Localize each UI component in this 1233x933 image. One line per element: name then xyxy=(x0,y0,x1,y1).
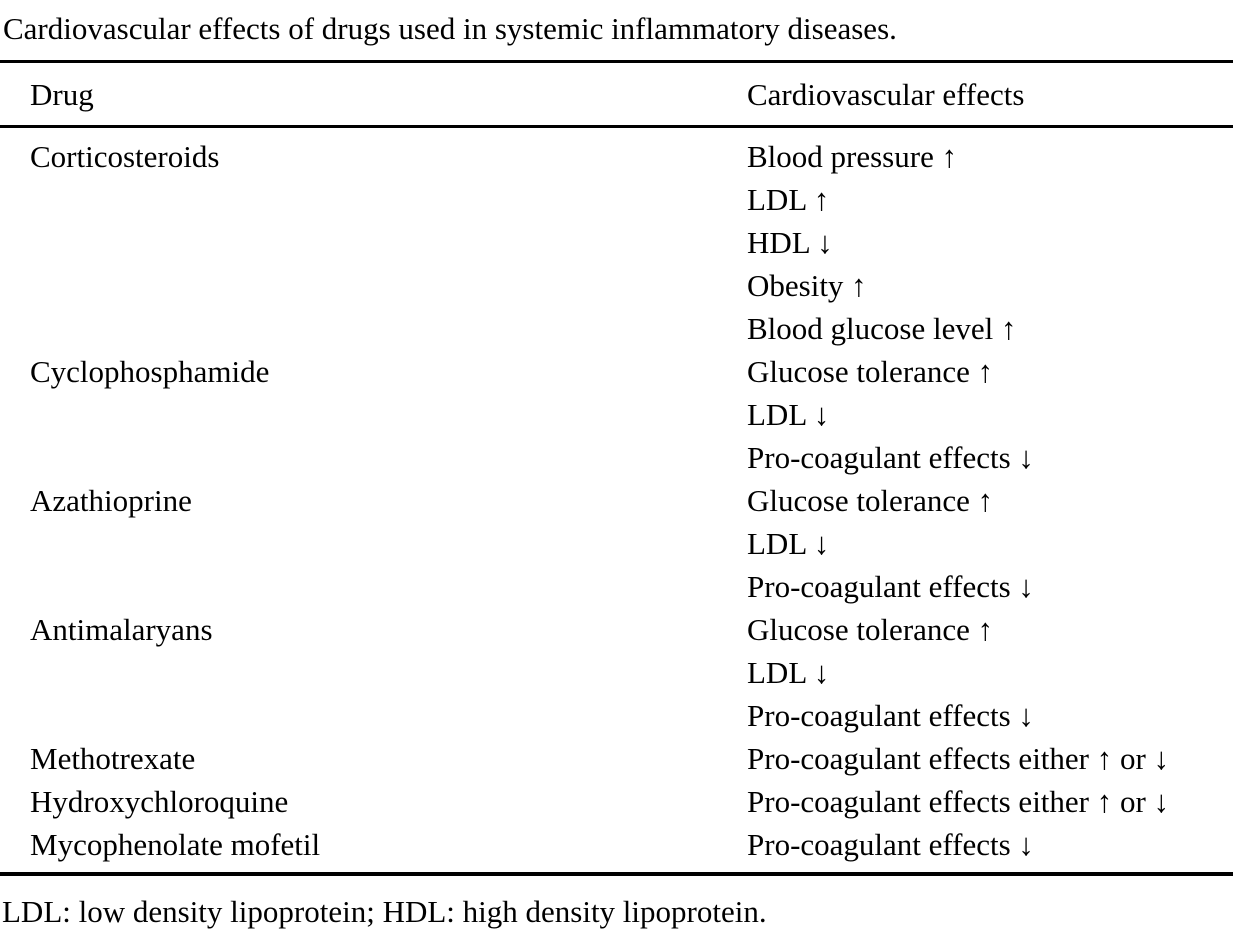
effect-line: LDL ↓ xyxy=(747,655,830,690)
effect-line: Pro-coagulant effects ↓ xyxy=(747,569,1034,604)
table-row: Hydroxychloroquine Pro-coagulant effects… xyxy=(0,780,1233,823)
effects-list: Glucose tolerance ↑ LDL ↓ Pro-coagulant ef… xyxy=(747,608,1233,737)
data-table: Drug Cardiovascular effects Corticostero… xyxy=(0,60,1233,876)
table-header-row: Drug Cardiovascular effects xyxy=(0,63,1233,128)
table-row: Azathioprine Glucose tolerance ↑ LDL ↓ Pro… xyxy=(0,479,1233,608)
effect-line: LDL ↑ xyxy=(747,182,830,217)
table-row: Corticosteroids Blood pressure ↑ LDL ↑ HDL… xyxy=(0,135,1233,350)
effects-list: Pro-coagulant effects either ↑ or ↓ xyxy=(747,737,1233,780)
effect-line: Pro-coagulant effects ↓ xyxy=(747,698,1034,733)
effect-line: HDL ↓ xyxy=(747,225,833,260)
drug-name: Methotrexate xyxy=(30,741,196,776)
column-header-drug: Drug xyxy=(30,77,94,112)
effects-list: Blood pressure ↑ LDL ↑ HDL ↓ Obesity ↑ Blood… xyxy=(747,135,1233,350)
effect-line: LDL ↓ xyxy=(747,397,830,432)
drug-name: Cyclophosphamide xyxy=(30,354,270,389)
drug-name: Mycophenolate mofetil xyxy=(30,827,321,862)
effect-line: Pro-coagulant effects either ↑ or ↓ xyxy=(747,784,1170,819)
effect-line: LDL ↓ xyxy=(747,526,830,561)
effect-line: Glucose tolerance ↑ xyxy=(747,612,994,647)
table-caption: Cardiovascular effects of drugs used in … xyxy=(3,11,897,46)
column-header-cardiovascular-effects: Cardiovascular effects xyxy=(747,77,1025,112)
effects-list: Pro-coagulant effects ↓ xyxy=(747,823,1233,866)
effect-line: Glucose tolerance ↑ xyxy=(747,354,994,389)
effect-line: Pro-coagulant effects ↓ xyxy=(747,440,1034,475)
effects-list: Glucose tolerance ↑ LDL ↓ Pro-coagulant ef… xyxy=(747,479,1233,608)
effect-line: Glucose tolerance ↑ xyxy=(747,483,994,518)
drug-name: Azathioprine xyxy=(30,483,192,518)
effect-line: Pro-coagulant effects either ↑ or ↓ xyxy=(747,741,1170,776)
drug-name: Hydroxychloroquine xyxy=(30,784,289,819)
table-footnote: LDL: low density lipoprotein; HDL: high … xyxy=(2,894,767,929)
table-row: Cyclophosphamide Glucose tolerance ↑ LDL … xyxy=(0,350,1233,479)
table-row: Mycophenolate mofetil Pro-coagulant effe… xyxy=(0,823,1233,866)
table-row: Antimalaryans Glucose tolerance ↑ LDL ↓ Pr… xyxy=(0,608,1233,737)
effects-list: Pro-coagulant effects either ↑ or ↓ xyxy=(747,780,1233,823)
effects-list: Glucose tolerance ↑ LDL ↓ Pro-coagulant ef… xyxy=(747,350,1233,479)
effect-line: Pro-coagulant effects ↓ xyxy=(747,827,1034,862)
table-row: Methotrexate Pro-coagulant effects eithe… xyxy=(0,737,1233,780)
table-body: Corticosteroids Blood pressure ↑ LDL ↑ HDL… xyxy=(0,128,1233,872)
drug-name: Antimalaryans xyxy=(30,612,213,647)
effect-line: Blood pressure ↑ xyxy=(747,139,958,174)
effect-line: Blood glucose level ↑ xyxy=(747,311,1017,346)
drug-name: Corticosteroids xyxy=(30,139,220,174)
effect-line: Obesity ↑ xyxy=(747,268,867,303)
